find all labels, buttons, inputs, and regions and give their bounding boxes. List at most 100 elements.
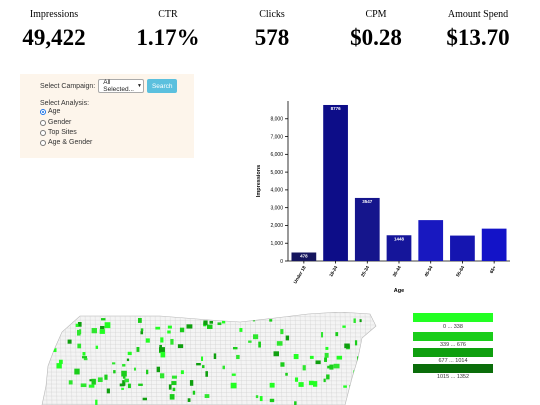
radio-option-gender[interactable]: Gender	[40, 119, 71, 126]
county-border	[269, 312, 273, 405]
county-highlight	[133, 367, 136, 371]
county-border	[42, 335, 376, 338]
y-tick-label: 8,000	[270, 117, 283, 123]
county-border	[249, 312, 253, 405]
county-highlight	[196, 362, 201, 366]
county-highlight	[343, 385, 347, 388]
analysis-label: Select Analysis:	[40, 100, 90, 107]
legend-label-4: 1015 ... 1352	[436, 374, 470, 380]
county-highlight	[138, 383, 143, 386]
county-highlight	[104, 322, 111, 329]
county-border	[42, 371, 376, 374]
radio-button[interactable]	[40, 108, 46, 115]
kpi-value: $0.28	[350, 25, 402, 50]
county-border	[42, 359, 376, 362]
county-highlight	[136, 346, 140, 352]
radio-option-top-sites[interactable]: Top Sites	[40, 129, 77, 136]
county-highlight	[280, 329, 284, 335]
county-border	[94, 312, 98, 405]
county-highlight	[209, 320, 214, 324]
county-highlight	[122, 380, 126, 386]
y-tick-label: 1,000	[270, 241, 283, 247]
kpi-clicks: Clicks 578	[218, 8, 326, 52]
county-border	[139, 312, 143, 405]
radio-button[interactable]	[40, 129, 46, 136]
kpi-value: $13.70	[446, 25, 510, 50]
y-tick-label: 5,000	[270, 170, 283, 176]
bar	[386, 235, 412, 261]
county-border	[42, 379, 376, 382]
county-highlight	[76, 329, 81, 336]
county-highlight	[203, 320, 208, 326]
county-highlight	[342, 325, 346, 328]
county-highlight	[95, 345, 99, 349]
x-tick-label: 18-24	[328, 265, 338, 278]
county-highlight	[127, 351, 132, 356]
kpi-value: 49,422	[22, 25, 86, 50]
county-highlight	[140, 328, 144, 332]
radio-option-age[interactable]: Age	[40, 108, 60, 115]
county-border	[149, 312, 153, 405]
county-highlight	[285, 335, 290, 341]
county-border	[274, 312, 278, 405]
county-highlight	[170, 338, 174, 345]
county-highlight	[88, 384, 95, 388]
county-highlight	[112, 362, 116, 365]
county-highlight	[206, 324, 213, 329]
county-highlight	[124, 378, 129, 383]
county-highlight	[204, 394, 210, 398]
county-border	[279, 312, 283, 405]
county-highlight	[186, 324, 193, 329]
radio-option-age-gender[interactable]: Age & Gender	[40, 139, 92, 146]
county-highlight	[335, 332, 339, 337]
county-highlight	[169, 394, 175, 400]
county-border	[42, 383, 376, 386]
county-highlight	[145, 338, 150, 343]
county-border	[42, 351, 376, 354]
county-border	[134, 312, 138, 405]
county-highlight	[276, 341, 283, 346]
radio-button[interactable]	[40, 119, 46, 126]
county-highlight	[269, 382, 275, 388]
county-highlight	[231, 373, 236, 376]
county-highlight	[344, 343, 350, 349]
county-highlight	[258, 341, 261, 348]
county-border	[239, 312, 243, 405]
county-highlight	[357, 373, 360, 379]
county-highlight	[324, 352, 329, 358]
county-highlight	[280, 362, 285, 367]
county-border	[234, 312, 238, 405]
county-border	[42, 395, 376, 398]
county-highlight	[121, 387, 124, 390]
x-axis-label: Age	[394, 288, 404, 294]
county-highlight	[159, 373, 165, 379]
county-border	[42, 343, 376, 346]
county-highlight	[160, 337, 164, 343]
county-border	[194, 312, 198, 405]
county-highlight	[74, 368, 80, 375]
county-border	[179, 312, 183, 405]
county-highlight	[119, 383, 125, 387]
county-border	[304, 312, 308, 405]
radio-label: Age	[48, 108, 61, 115]
search-button[interactable]: Search	[147, 79, 178, 93]
kpi-cpm: CPM $0.28	[322, 8, 430, 52]
campaign-select[interactable]: All Selected... ▼	[98, 79, 145, 93]
county-border	[219, 312, 223, 405]
county-highlight	[336, 355, 343, 360]
county-border	[42, 339, 376, 342]
radio-button[interactable]	[40, 139, 46, 146]
county-highlight	[58, 359, 63, 364]
bar	[418, 220, 444, 261]
caret-down-icon: ▼	[136, 83, 142, 89]
county-highlight	[321, 332, 324, 338]
county-border	[314, 312, 318, 405]
county-highlight	[179, 327, 185, 333]
county-highlight	[269, 398, 275, 403]
county-highlight	[99, 329, 105, 334]
county-border	[244, 312, 248, 405]
county-highlight	[189, 380, 194, 386]
county-highlight	[201, 356, 204, 361]
county-highlight	[56, 363, 62, 369]
county-highlight	[315, 360, 321, 365]
